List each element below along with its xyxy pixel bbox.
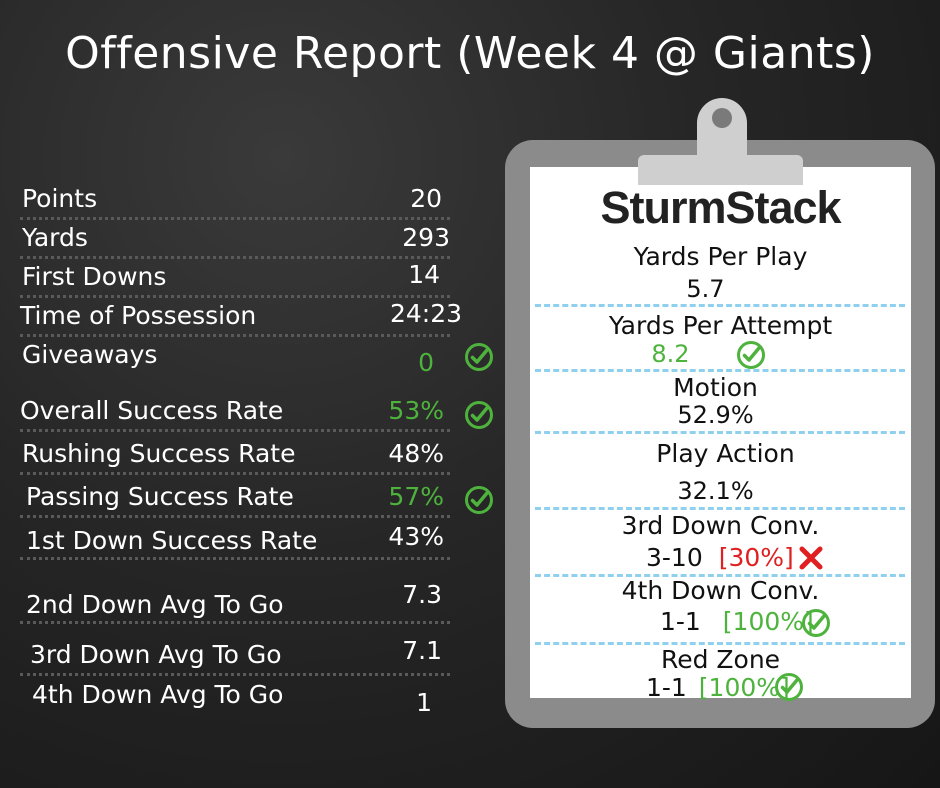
- stat-label: Passing Success Rate: [26, 482, 294, 511]
- dotted-divider: [20, 429, 450, 432]
- metric-value-group: 1-1 [100%]: [660, 607, 814, 636]
- dashed-divider: [535, 431, 905, 434]
- stat-value: 293: [402, 223, 450, 252]
- dotted-divider: [20, 295, 450, 298]
- clipboard-clip-hole: [712, 108, 732, 128]
- x-mark-icon: [799, 546, 823, 570]
- stat-value: 53%: [388, 396, 444, 425]
- stat-value: 0: [418, 348, 434, 377]
- stat-row-points: Points 20: [18, 180, 450, 220]
- stat-row-giveaways: Giveaways 0: [18, 336, 450, 380]
- metric-value: 3-10: [646, 543, 703, 572]
- page-title: Offensive Report (Week 4 @ Giants): [65, 28, 875, 79]
- stat-label: 3rd Down Avg To Go: [30, 640, 282, 669]
- stat-value: 57%: [388, 482, 444, 511]
- stat-row-1st-down-success-rate: 1st Down Success Rate 43%: [18, 520, 450, 560]
- metric-percent: [30%]: [718, 543, 794, 572]
- stat-value: 1: [416, 688, 432, 717]
- stat-label: Overall Success Rate: [20, 396, 284, 425]
- metric-label: Yards Per Attempt: [608, 311, 833, 340]
- check-circle-icon: [465, 343, 493, 371]
- stat-value: 20: [410, 184, 442, 213]
- check-circle-icon: [465, 401, 493, 429]
- stat-row-4th-down-avg: 4th Down Avg To Go 1: [18, 676, 450, 720]
- dotted-divider: [20, 557, 450, 560]
- metric-value: 32.1%: [677, 477, 754, 505]
- metric-value: 1-1: [646, 673, 687, 702]
- dotted-divider: [20, 256, 450, 259]
- check-circle-icon: [802, 609, 830, 637]
- stat-label: 4th Down Avg To Go: [32, 680, 284, 709]
- dotted-divider: [20, 621, 450, 624]
- stat-label: Points: [22, 184, 98, 213]
- stat-label: Time of Possession: [20, 301, 257, 330]
- metric-label: 3rd Down Conv.: [621, 511, 820, 540]
- dashed-divider: [535, 642, 905, 645]
- check-circle-icon: [737, 341, 765, 369]
- metric-value-group: 1-1 [100%]: [646, 673, 790, 702]
- dashed-divider: [535, 369, 905, 372]
- dotted-divider: [20, 515, 450, 518]
- stat-label: Rushing Success Rate: [22, 439, 296, 468]
- dashed-divider: [535, 304, 905, 307]
- stat-value: 14: [408, 260, 440, 289]
- stat-value: 7.1: [402, 636, 442, 665]
- stat-row-3rd-down-avg: 3rd Down Avg To Go 7.1: [18, 632, 450, 676]
- stat-label: 2nd Down Avg To Go: [26, 590, 284, 619]
- stat-row-rushing-success-rate: Rushing Success Rate 48%: [18, 435, 450, 475]
- stat-value: 24:23: [389, 299, 462, 328]
- stat-label: 1st Down Success Rate: [26, 526, 318, 555]
- stat-label: Yards: [22, 223, 88, 252]
- metric-percent: [100%]: [722, 607, 814, 636]
- stat-row-passing-success-rate: Passing Success Rate 57%: [18, 478, 450, 518]
- metric-value: 5.7: [686, 275, 725, 303]
- metric-label: Motion: [673, 373, 758, 402]
- stat-row-2nd-down-avg: 2nd Down Avg To Go 7.3: [18, 580, 450, 624]
- metric-label: Yards Per Play: [633, 242, 808, 271]
- dotted-divider: [20, 334, 450, 337]
- dashed-divider: [535, 507, 905, 510]
- dotted-divider: [20, 472, 450, 475]
- metric-label: Play Action: [656, 439, 795, 468]
- metric-label: 4th Down Conv.: [621, 576, 820, 605]
- dotted-divider: [20, 217, 450, 220]
- check-circle-icon: [465, 486, 493, 514]
- metric-value: 8.2: [651, 340, 690, 368]
- metric-percent: [100%]: [698, 673, 790, 702]
- dotted-divider: [20, 673, 450, 676]
- metric-label: Red Zone: [660, 645, 781, 674]
- check-circle-icon: [775, 673, 803, 701]
- stat-value: 43%: [388, 522, 444, 551]
- stat-value: 48%: [388, 439, 444, 468]
- dashed-divider: [535, 574, 905, 577]
- stat-row-yards: Yards 293: [18, 219, 450, 259]
- metric-value: 52.9%: [677, 401, 754, 429]
- stat-row-first-downs: First Downs 14: [18, 258, 450, 298]
- stat-value: 7.3: [402, 580, 442, 609]
- stat-row-time-of-possession: Time of Possession 24:23: [18, 297, 462, 337]
- metric-value-group: 3-10 [30%]: [646, 543, 794, 572]
- brand-logo: SturmStack: [600, 182, 841, 233]
- stat-label: First Downs: [22, 262, 167, 291]
- stat-row-overall-success-rate: Overall Success Rate 53%: [18, 392, 450, 432]
- stat-label: Giveaways: [22, 340, 158, 369]
- metric-value: 1-1: [660, 607, 701, 636]
- clipboard-clip-base: [638, 155, 803, 185]
